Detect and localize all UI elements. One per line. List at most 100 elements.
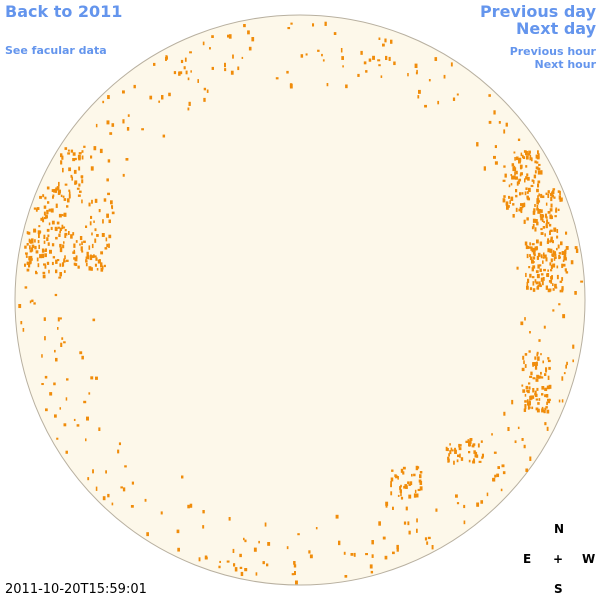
facula — [561, 288, 564, 293]
facula — [417, 466, 420, 469]
facula — [73, 249, 76, 253]
facula — [58, 213, 62, 218]
facula — [350, 553, 354, 556]
next-hour-link[interactable]: Next hour — [534, 58, 597, 71]
facula — [532, 210, 536, 215]
previous-day-link[interactable]: Previous day — [479, 2, 596, 21]
facula — [57, 327, 59, 330]
facula — [42, 216, 44, 221]
facula — [60, 247, 62, 252]
facula — [515, 189, 518, 193]
facula — [494, 474, 497, 478]
facula — [74, 263, 78, 267]
facula — [122, 487, 126, 492]
facula — [94, 263, 97, 267]
facula — [541, 406, 544, 411]
facula — [524, 404, 527, 407]
facula — [541, 195, 545, 199]
facula — [515, 207, 518, 212]
facula — [78, 152, 82, 155]
facula — [321, 53, 323, 57]
facula — [520, 164, 522, 170]
facula — [80, 246, 83, 251]
facula — [72, 158, 76, 162]
facula — [448, 453, 450, 457]
facula — [560, 241, 563, 246]
back-link[interactable]: Back to 2011 — [5, 2, 123, 21]
facula — [520, 321, 524, 326]
facular-link[interactable]: See facular data — [5, 44, 107, 57]
facula — [519, 206, 523, 211]
facula — [125, 158, 129, 161]
facula — [536, 188, 539, 193]
facula — [65, 259, 69, 262]
facula — [520, 172, 523, 176]
facula — [49, 392, 53, 396]
facula — [369, 564, 373, 569]
facula — [95, 257, 98, 261]
facula — [52, 196, 54, 199]
facula — [532, 251, 536, 255]
facula — [528, 406, 531, 409]
facula — [56, 221, 60, 225]
facula — [535, 161, 539, 164]
facula — [372, 55, 375, 60]
facula — [122, 173, 125, 177]
facula — [445, 446, 448, 451]
facula — [81, 355, 84, 360]
facula — [551, 240, 554, 244]
facula — [72, 232, 75, 236]
facula — [24, 286, 28, 289]
facula — [533, 174, 537, 179]
facula — [64, 229, 67, 232]
facula — [523, 202, 526, 207]
facula — [29, 300, 32, 304]
facula — [511, 163, 515, 167]
facula — [315, 527, 318, 530]
facula — [504, 173, 507, 178]
facula — [60, 342, 63, 347]
facula — [528, 386, 531, 390]
facula — [64, 147, 68, 150]
facula — [494, 161, 498, 165]
facula — [230, 70, 234, 75]
facula — [528, 382, 531, 385]
facula — [77, 154, 81, 160]
facula — [532, 281, 535, 286]
facula — [456, 459, 459, 463]
facula — [357, 73, 360, 77]
facula — [496, 473, 500, 478]
facula — [532, 265, 536, 269]
facula — [244, 539, 247, 543]
facula — [431, 545, 434, 550]
facula — [77, 265, 80, 269]
facula — [96, 268, 99, 271]
next-day-link[interactable]: Next day — [516, 19, 596, 38]
facula — [530, 371, 533, 376]
facula — [550, 264, 553, 269]
facula — [409, 481, 413, 486]
facula — [497, 466, 500, 470]
facula — [96, 234, 99, 237]
facula — [533, 208, 536, 213]
facula — [179, 71, 183, 75]
facula — [89, 254, 92, 259]
facula — [493, 451, 497, 454]
facula — [51, 243, 55, 247]
facula — [536, 255, 540, 260]
facula — [528, 400, 531, 404]
facula — [309, 554, 313, 559]
facula — [40, 217, 43, 221]
facula — [61, 155, 64, 160]
facula — [540, 209, 543, 213]
facula — [513, 151, 516, 154]
facula — [385, 501, 389, 506]
facula — [162, 134, 166, 138]
facula — [536, 374, 539, 379]
facula — [55, 357, 58, 362]
facula — [518, 159, 521, 164]
facula — [424, 104, 427, 108]
facula — [522, 154, 524, 159]
facula — [397, 476, 399, 480]
previous-hour-link[interactable]: Previous hour — [509, 45, 596, 58]
